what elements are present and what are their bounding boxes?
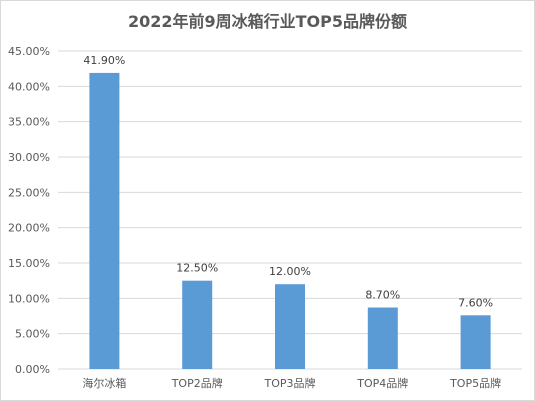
data-label: 7.60% [458,296,493,309]
y-axis-ticks: 0.00% 5.00% 10.00% 15.00% 20.00% 25.00% 30.00%… [8,45,50,376]
x-axis-ticks: 海尔冰箱 TOP2品牌 TOP3品牌 TOP4品牌 TOP5品牌 [82,376,501,390]
y-tick-label: 20.00% [8,222,50,235]
data-label: 41.90% [83,54,125,67]
bars [89,72,491,369]
bar [89,72,120,369]
y-tick-label: 10.00% [8,292,50,305]
x-tick-label: TOP3品牌 [263,376,315,390]
bar [367,307,398,369]
chart-title: 2022年前9周冰箱行业TOP5品牌份额 [127,12,408,31]
bar [275,284,305,369]
bar [460,315,491,369]
data-label: 8.70% [365,289,400,302]
x-tick-label: TOP4品牌 [356,376,408,390]
y-tick-label: 40.00% [8,80,50,93]
y-tick-label: 30.00% [8,151,50,164]
y-tick-label: 15.00% [8,257,50,270]
y-tick-label: 0.00% [15,363,50,376]
data-labels: 41.90% 12.50% 12.00% 8.70% 7.60% [83,54,493,309]
x-tick-label: TOP2品牌 [171,376,223,390]
y-tick-label: 45.00% [8,45,50,58]
x-tick-label: TOP5品牌 [449,376,501,390]
y-tick-label: 35.00% [8,116,50,129]
bar [182,280,213,369]
x-tick-label: 海尔冰箱 [82,376,126,390]
data-label: 12.00% [269,265,311,278]
y-tick-label: 5.00% [15,328,50,341]
y-tick-label: 25.00% [8,186,50,199]
data-label: 12.50% [176,262,218,275]
